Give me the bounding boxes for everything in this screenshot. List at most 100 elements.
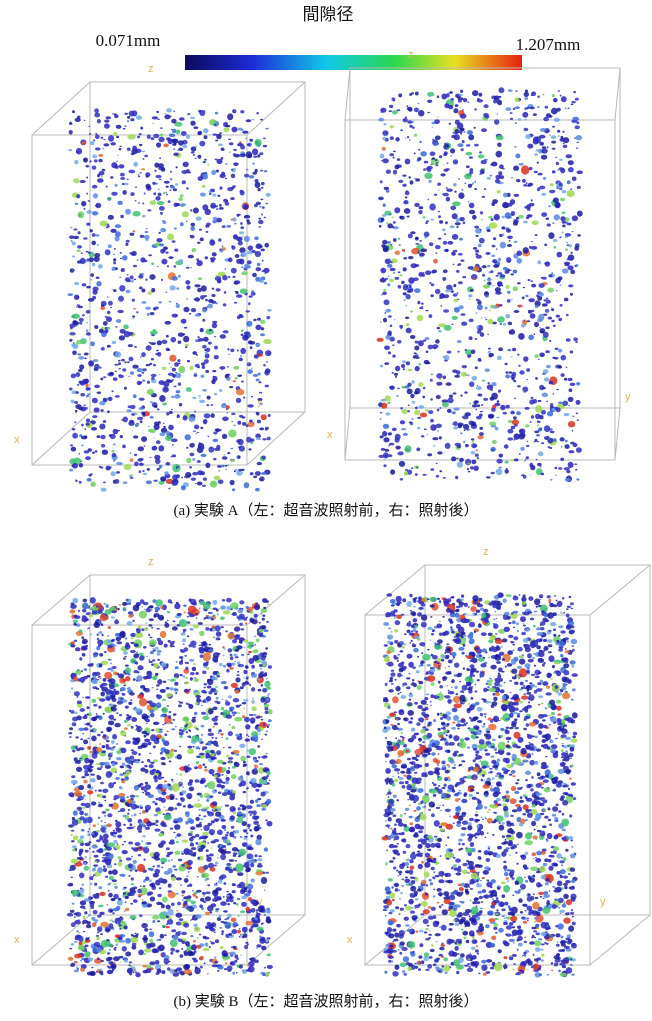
pore — [84, 911, 87, 914]
pore — [410, 394, 414, 398]
pore — [502, 168, 504, 169]
pore — [204, 349, 206, 351]
pore — [153, 746, 156, 749]
pore — [225, 780, 229, 784]
pore — [177, 415, 180, 418]
pore — [540, 128, 547, 132]
pore — [563, 137, 569, 143]
pore — [258, 689, 262, 692]
pore — [198, 338, 204, 342]
pore — [244, 647, 246, 649]
pore — [78, 808, 81, 809]
pore — [482, 196, 485, 198]
pore — [526, 456, 529, 459]
pore — [260, 403, 263, 405]
pore — [80, 180, 86, 183]
pore — [74, 781, 78, 784]
pore — [261, 756, 267, 759]
pore — [108, 923, 113, 928]
pore — [383, 437, 389, 442]
pore — [498, 347, 503, 351]
pore — [79, 942, 83, 945]
pore — [133, 899, 138, 903]
pore — [261, 327, 264, 330]
pore — [449, 123, 452, 125]
pore — [235, 254, 240, 258]
pore — [489, 310, 491, 312]
pore — [135, 869, 138, 872]
pore — [510, 299, 513, 300]
pore — [479, 151, 482, 153]
pore — [92, 415, 97, 418]
axis-label: z — [148, 63, 154, 75]
pore — [566, 242, 568, 243]
pore — [127, 796, 129, 798]
pore — [381, 221, 383, 222]
pore — [385, 259, 391, 264]
pore — [506, 405, 510, 409]
pore — [263, 145, 267, 147]
pore — [556, 389, 559, 390]
pore — [553, 438, 556, 442]
pore — [497, 400, 500, 402]
pore — [98, 804, 103, 807]
pore — [170, 178, 173, 181]
pore — [131, 945, 136, 949]
pore — [257, 263, 261, 267]
pore — [138, 275, 143, 279]
pore — [543, 303, 547, 306]
pore — [125, 665, 129, 667]
pore — [156, 825, 158, 826]
pore — [224, 849, 227, 851]
pore — [432, 344, 438, 348]
pore — [124, 464, 132, 470]
pore — [96, 646, 100, 650]
pore — [430, 379, 433, 382]
pore — [405, 305, 407, 306]
pore — [198, 176, 203, 181]
pore — [253, 714, 256, 716]
pore — [507, 291, 510, 294]
box-edge — [615, 408, 620, 460]
pore — [538, 314, 544, 321]
pore — [439, 220, 443, 224]
pore — [75, 623, 77, 625]
pore — [232, 766, 236, 769]
pore — [123, 841, 126, 843]
pore — [125, 209, 131, 215]
pore — [496, 248, 498, 249]
pore — [75, 480, 77, 483]
pore — [108, 890, 110, 892]
pore — [240, 686, 244, 689]
pore — [143, 880, 146, 882]
pore — [399, 244, 401, 245]
pore — [528, 298, 535, 302]
pore — [562, 401, 568, 406]
pore — [225, 834, 228, 837]
pore — [247, 889, 251, 894]
pore — [568, 421, 575, 427]
pore — [552, 222, 554, 224]
pore — [240, 226, 244, 229]
pore — [218, 608, 220, 609]
pore — [89, 126, 91, 127]
pore — [70, 444, 73, 446]
pore — [179, 656, 183, 658]
pore — [243, 397, 245, 399]
pore — [181, 836, 183, 837]
pore — [85, 696, 90, 699]
pore — [168, 884, 172, 888]
pore — [90, 279, 92, 280]
pore — [380, 180, 383, 183]
pore — [460, 133, 462, 135]
pore — [89, 689, 91, 690]
pore — [69, 130, 73, 135]
pore — [263, 339, 272, 344]
pore — [514, 398, 516, 399]
pore — [97, 640, 103, 646]
pore — [174, 249, 178, 252]
pore — [261, 199, 263, 201]
pore — [136, 115, 142, 120]
pore — [118, 898, 121, 901]
pore — [71, 830, 75, 832]
